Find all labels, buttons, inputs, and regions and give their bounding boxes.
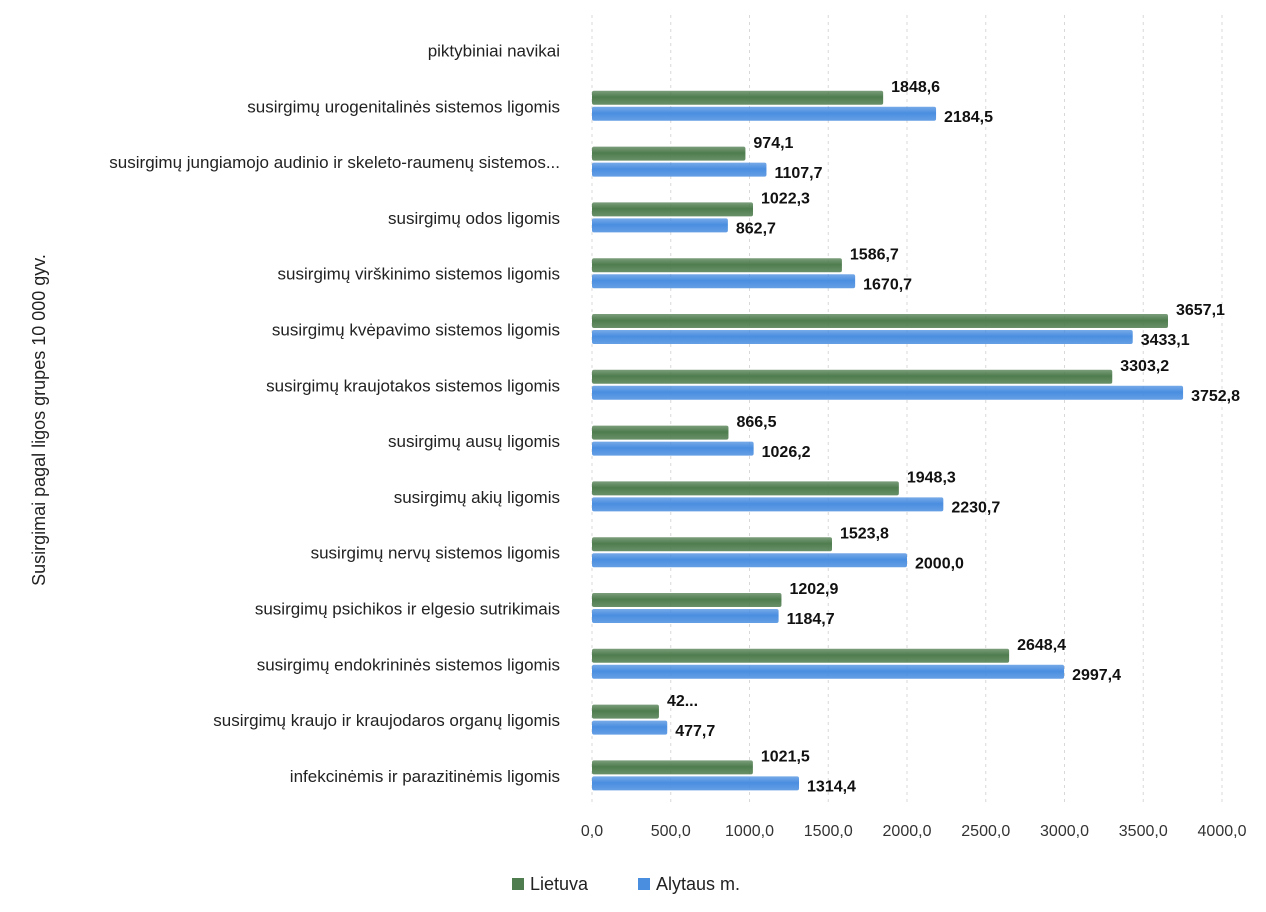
bar <box>592 704 659 719</box>
value-label: 1314,4 <box>807 779 856 796</box>
x-tick-label: 4000,0 <box>1198 823 1247 840</box>
value-label: 1670,7 <box>863 276 912 293</box>
value-label: 3752,8 <box>1191 388 1240 405</box>
value-label: 2184,5 <box>944 109 993 126</box>
legend-swatch <box>512 878 524 890</box>
category-label: piktybiniai navikai <box>428 41 560 60</box>
bar <box>592 648 1010 663</box>
value-label: 1523,8 <box>840 525 889 542</box>
bar <box>592 497 944 512</box>
value-label: 3433,1 <box>1141 332 1190 349</box>
x-tick-label: 1500,0 <box>804 823 853 840</box>
bar <box>592 330 1133 344</box>
category-label: susirgimų kvėpavimo sistemos ligomis <box>272 320 560 339</box>
value-label: 1022,3 <box>761 191 810 208</box>
x-tick-label: 1000,0 <box>725 823 774 840</box>
bar <box>592 760 753 775</box>
legend-swatch <box>638 878 650 890</box>
bar <box>592 90 884 105</box>
bar <box>592 441 754 456</box>
x-tick-label: 2500,0 <box>961 823 1010 840</box>
bar <box>592 146 746 161</box>
category-label: susirgimų jungiamojo audinio ir skeleto-… <box>109 153 560 172</box>
value-label: 477,7 <box>675 723 715 740</box>
legend-label: Lietuva <box>530 874 589 894</box>
bar <box>592 258 842 273</box>
value-label: 2230,7 <box>951 500 1000 517</box>
value-label: 1848,6 <box>891 79 940 96</box>
category-label: susirgimų nervų sistemos ligomis <box>311 544 560 563</box>
x-tick-label: 0,0 <box>581 823 603 840</box>
bar <box>592 537 832 552</box>
bar <box>592 425 729 440</box>
category-label: susirgimų odos ligomis <box>388 209 560 228</box>
x-tick-label: 500,0 <box>651 823 691 840</box>
value-label: 974,1 <box>753 135 793 152</box>
value-label: 1948,3 <box>907 470 956 487</box>
value-label: 2000,0 <box>915 555 964 572</box>
x-tick-label: 3500,0 <box>1119 823 1168 840</box>
value-label: 1021,5 <box>761 749 810 766</box>
value-label: 3657,1 <box>1176 302 1225 319</box>
value-label: 1107,7 <box>774 165 822 182</box>
value-label: 42... <box>667 693 698 710</box>
value-label: 1202,9 <box>789 581 838 598</box>
value-label: 1184,7 <box>787 611 835 628</box>
bar <box>592 385 1184 400</box>
bar <box>592 776 800 791</box>
bar <box>592 481 899 496</box>
bar <box>592 106 937 121</box>
category-label: infekcinėmis ir parazitinėmis ligomis <box>290 767 560 786</box>
x-tick-label: 2000,0 <box>883 823 932 840</box>
legend-label: Alytaus m. <box>656 874 740 894</box>
bar <box>592 274 856 289</box>
bar <box>592 314 1168 328</box>
value-label: 3303,2 <box>1120 358 1169 375</box>
category-label: susirgimų kraujotakos sistemos ligomis <box>266 376 560 395</box>
y-axis-label: Susirgimai pagal ligos grupes 10 000 gyv… <box>29 254 49 586</box>
bar <box>592 218 728 233</box>
category-label: susirgimų psichikos ir elgesio sutrikima… <box>255 599 560 618</box>
category-label: susirgimų ausų ligomis <box>388 432 560 451</box>
bar <box>592 720 668 735</box>
value-label: 862,7 <box>736 221 776 238</box>
value-label: 2997,4 <box>1072 667 1121 684</box>
bar <box>592 162 767 177</box>
category-label: susirgimų urogenitalinės sistemos ligomi… <box>247 97 560 116</box>
bar <box>592 202 754 217</box>
value-label: 2648,4 <box>1017 637 1066 654</box>
bar <box>592 553 907 568</box>
bar <box>592 664 1065 679</box>
value-label: 866,5 <box>736 414 776 431</box>
category-label: susirgimų kraujo ir kraujodaros organų l… <box>213 711 560 730</box>
bar <box>592 609 779 623</box>
value-label: 1026,2 <box>762 444 811 461</box>
value-label: 1586,7 <box>850 246 899 263</box>
category-label: susirgimų endokrininės sistemos ligomis <box>257 655 560 674</box>
bar <box>592 593 782 607</box>
x-tick-label: 3000,0 <box>1040 823 1089 840</box>
bar <box>592 369 1113 384</box>
category-label: susirgimų akių ligomis <box>394 488 560 507</box>
category-label: susirgimų virškinimo sistemos ligomis <box>278 265 560 284</box>
